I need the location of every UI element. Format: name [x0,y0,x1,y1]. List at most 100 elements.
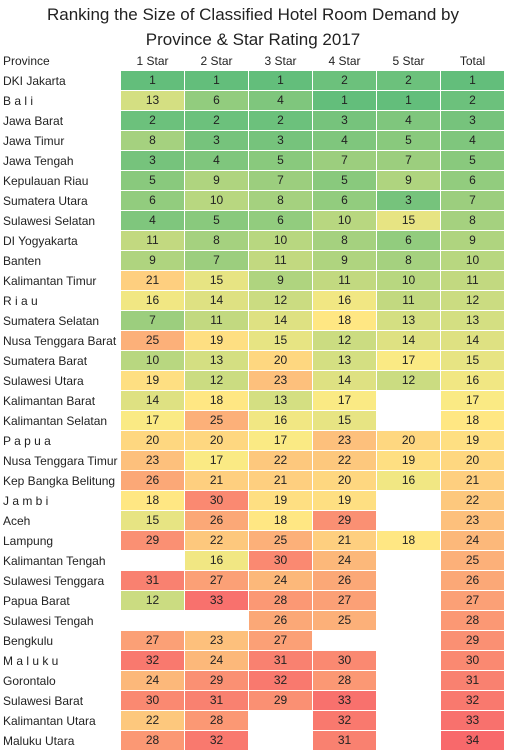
table-row: Bengkulu 27 23 27 29 [0,631,506,651]
province-label: Nusa Tenggara Barat [3,334,117,348]
rank-cell-4-star: 27 [313,591,376,610]
rank-cell-3-star: 2 [249,111,312,130]
table-row: Nusa Tenggara Barat 25 19 15 12 14 14 [0,331,506,351]
province-label: Nusa Tenggara Timur [3,454,118,468]
column-header-province: Province [3,54,50,68]
table-row: Lampung 29 22 25 21 18 24 [0,531,506,551]
rank-cell-1-star: 18 [121,491,184,510]
rank-cell-5-star: 16 [377,471,440,490]
rank-cell-3-star: 14 [249,311,312,330]
rank-cell-5-star: 1 [377,91,440,110]
rank-cell-4-star: 21 [313,531,376,550]
province-label: B a l i [3,94,34,108]
rank-cell-total: 1 [441,71,504,90]
rank-cell-4-star: 1 [313,91,376,110]
rank-cell-3-star: 5 [249,151,312,170]
rank-cell-1-star: 17 [121,411,184,430]
province-label: Sumatera Utara [3,194,88,208]
rank-cell-2-star: 27 [185,571,248,590]
rank-cell-3-star: 32 [249,671,312,690]
rank-cell-5-star: 4 [377,111,440,130]
province-label: Sulawesi Barat [3,694,84,708]
rank-cell-4-star: 33 [313,691,376,710]
rank-cell-3-star: 31 [249,651,312,670]
chart-title-line-2: Province & Star Rating 2017 [145,30,361,49]
table-row: DI Yogyakarta 11 8 10 8 6 9 [0,231,506,251]
table-row: Sulawesi Barat 30 31 29 33 32 [0,691,506,711]
rank-cell-total: 26 [441,571,504,590]
rank-cell-1-star: 23 [121,451,184,470]
rank-cell-4-star: 24 [313,551,376,570]
rank-cell-total: 33 [441,711,504,730]
province-label: Kalimantan Selatan [3,414,108,428]
rank-cell-5-star: 18 [377,531,440,550]
rank-cell-1-star: 15 [121,511,184,530]
province-label: R i a u [3,294,38,308]
rank-cell-3-star: 24 [249,571,312,590]
rank-cell-4-star: 8 [313,231,376,250]
rank-cell-total: 19 [441,431,504,450]
table-row: Kalimantan Barat 14 18 13 17 17 [0,391,506,411]
rank-cell-3-star: 1 [249,71,312,90]
rank-cell-2-star: 7 [185,251,248,270]
rank-cell-3-star: 20 [249,351,312,370]
table-row: Jawa Tengah 3 4 5 7 7 5 [0,151,506,171]
rank-cell-3-star: 23 [249,371,312,390]
rank-cell-total: 16 [441,371,504,390]
rank-cell-2-star: 17 [185,451,248,470]
rank-cell-total: 10 [441,251,504,270]
table-row: Aceh 15 26 18 29 23 [0,511,506,531]
rank-cell-2-star: 10 [185,191,248,210]
rank-cell-2-star: 13 [185,351,248,370]
rank-cell-2-star: 14 [185,291,248,310]
rank-cell-total: 31 [441,671,504,690]
rank-cell-1-star: 20 [121,431,184,450]
rank-cell-total: 14 [441,331,504,350]
rank-cell-2-star: 15 [185,271,248,290]
table-row: Kalimantan Selatan 17 25 16 15 18 [0,411,506,431]
rank-cell-total: 28 [441,611,504,630]
rank-cell-2-star: 9 [185,171,248,190]
table-row: Kepulauan Riau 5 9 7 5 9 6 [0,171,506,191]
rank-cell-4-star: 10 [313,211,376,230]
rank-cell-2-star: 30 [185,491,248,510]
table-row: Kalimantan Utara 22 28 32 33 [0,711,506,731]
rank-cell-total: 12 [441,291,504,310]
province-label: P a p u a [3,434,51,448]
table-row: Sumatera Utara 6 10 8 6 3 7 [0,191,506,211]
rank-cell-5-star: 6 [377,231,440,250]
rank-cell-1-star: 4 [121,211,184,230]
rank-cell-total: 34 [441,731,504,750]
rank-cell-3-star: 4 [249,91,312,110]
rank-cell-4-star: 14 [313,371,376,390]
rank-cell-1-star: 29 [121,531,184,550]
table-row: Banten 9 7 11 9 8 10 [0,251,506,271]
rank-cell-1-star: 32 [121,651,184,670]
rank-cell-4-star: 18 [313,311,376,330]
province-label: DI Yogyakarta [3,234,78,248]
rank-cell-2-star: 31 [185,691,248,710]
rank-cell-1-star: 3 [121,151,184,170]
rank-cell-1-star: 1 [121,71,184,90]
rank-cell-1-star: 6 [121,191,184,210]
rank-cell-4-star: 20 [313,471,376,490]
rank-cell-2-star: 2 [185,111,248,130]
province-label: Lampung [3,534,54,548]
rank-cell-5-star: 19 [377,451,440,470]
rank-cell-total: 23 [441,511,504,530]
rank-cell-4-star: 6 [313,191,376,210]
rank-cell-total: 4 [441,131,504,150]
rank-cell-2-star: 5 [185,211,248,230]
rank-cell-1-star: 24 [121,671,184,690]
rank-cell-3-star: 12 [249,291,312,310]
province-label: Sulawesi Selatan [3,214,96,228]
province-label: Jawa Barat [3,114,64,128]
rank-cell-total: 22 [441,491,504,510]
province-label: Jawa Tengah [3,154,74,168]
rank-cell-1-star: 12 [121,591,184,610]
rank-cell-total: 30 [441,651,504,670]
rank-cell-5-star: 3 [377,191,440,210]
rank-cell-3-star: 11 [249,251,312,270]
table-row: Papua Barat 12 33 28 27 27 [0,591,506,611]
rank-cell-3-star: 22 [249,451,312,470]
